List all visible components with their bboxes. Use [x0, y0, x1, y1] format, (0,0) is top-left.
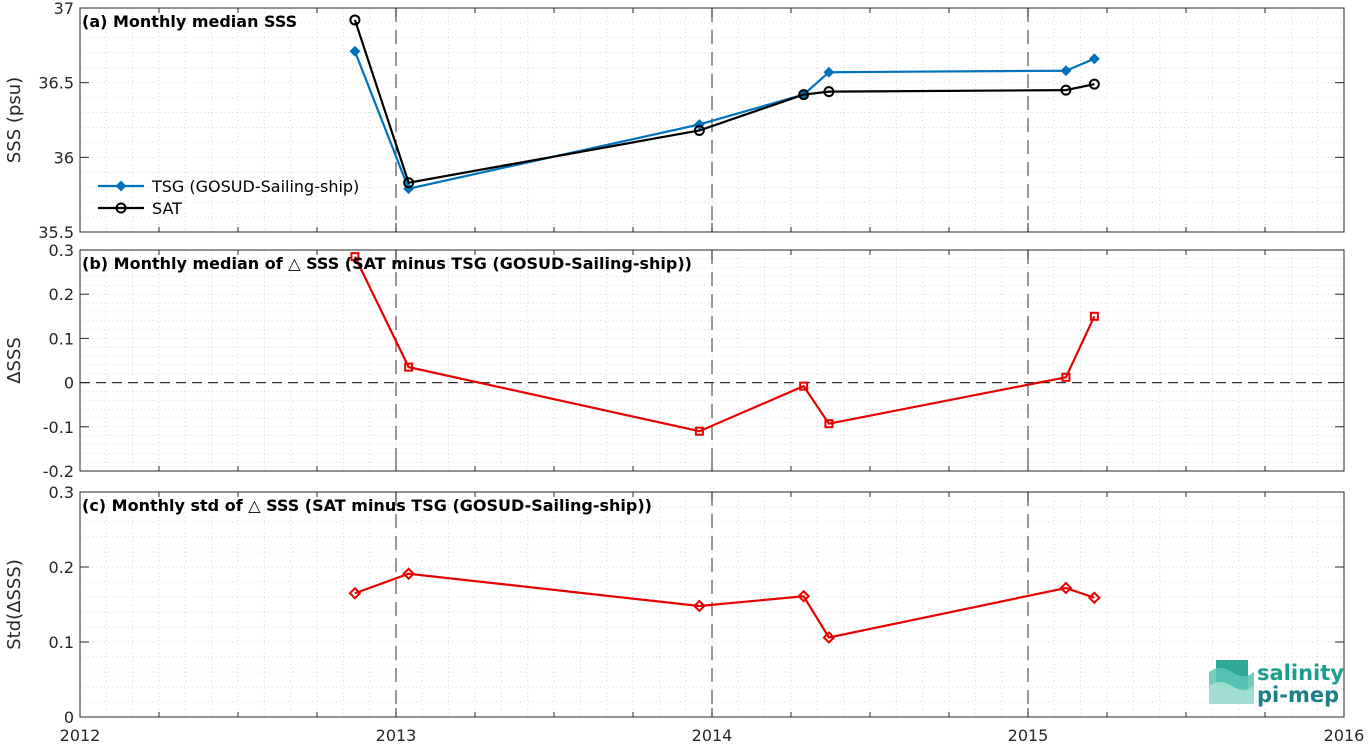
y-tick-label: 0.1: [49, 329, 74, 348]
data-point: [797, 589, 811, 603]
y-tick-label: 0: [64, 708, 74, 727]
axes-frame: [79, 7, 1345, 233]
data-point: [1088, 78, 1100, 90]
series-line-1: [348, 567, 1101, 644]
y-tick-label: 0.3: [49, 483, 74, 502]
data-point: [1089, 311, 1099, 321]
data-point: [1059, 581, 1073, 595]
x-tick-label: 2013: [376, 726, 417, 745]
legend-label-sat: SAT: [152, 199, 182, 218]
panel-title: (c) Monthly std of △ SSS (SAT minus TSG …: [82, 496, 652, 515]
y-tick-label: 0.2: [49, 558, 74, 577]
x-tick-label: 2016: [1324, 726, 1365, 745]
y-axis-label: ΔSSS: [4, 337, 25, 384]
y-tick-label: -0.1: [43, 418, 74, 437]
data-point: [1060, 65, 1072, 77]
data-point: [823, 66, 835, 78]
x-tick-label: 2014: [692, 726, 733, 745]
legend-marker-sat: [115, 202, 127, 214]
legend-marker-tsg: [115, 180, 127, 192]
data-point: [402, 567, 416, 581]
data-point: [799, 381, 809, 391]
panel-b-median-delta-sss: -0.2 -0.1 0 0.1 0.2 0.3 ΔSSS (b) Monthly median…: [4, 241, 1345, 481]
data-point: [692, 599, 706, 613]
data-point: [823, 86, 835, 98]
logo-text-pi-mep: pi-mep: [1257, 683, 1339, 707]
data-point: [1088, 53, 1100, 65]
axes-frame: [79, 491, 1345, 718]
logo-text-salinity: salinity: [1257, 661, 1344, 685]
panel-a-monthly-median-sss: 35.5 36 36.5 37 SSS (psu) (a) Monthly median …: [4, 0, 1345, 242]
data-point: [1061, 372, 1071, 382]
y-tick-label: 35.5: [38, 223, 74, 242]
y-tick-label: 36.5: [38, 74, 74, 93]
data-point: [798, 89, 810, 101]
data-point: [349, 45, 361, 57]
series-sat: [349, 14, 1100, 189]
data-point: [350, 252, 360, 262]
x-tick-label: 2015: [1008, 726, 1049, 745]
data-point: [1060, 84, 1072, 96]
y-axis-label: Std(ΔSSS): [4, 559, 25, 650]
y-axis-label: SSS (psu): [4, 77, 25, 163]
y-tick-label: 37: [54, 0, 74, 18]
axes-frame: [79, 249, 1345, 472]
series-line-1: [350, 252, 1099, 436]
y-tick-label: 0.2: [49, 285, 74, 304]
panel-title: (a) Monthly median SSS: [82, 12, 297, 31]
salinity-pi-mep-logo: salinity pi-mep: [1209, 660, 1344, 707]
data-point: [822, 631, 836, 644]
panel-title: (b) Monthly median of △ SSS (SAT minus T…: [82, 254, 692, 273]
data-point: [693, 124, 705, 136]
series-line: [353, 256, 1096, 433]
logo-wave-icon: [1209, 660, 1254, 704]
series-line: [353, 19, 1095, 184]
y-tick-label: 0.1: [49, 633, 74, 652]
legend: TSG (GOSUD-Sailing-ship) SAT: [98, 177, 359, 218]
y-tick-label: 0.3: [49, 241, 74, 260]
legend-label-tsg: TSG (GOSUD-Sailing-ship): [151, 177, 359, 196]
y-tick-label: 36: [54, 148, 74, 167]
data-point: [348, 586, 362, 600]
panel-c-std-delta-sss: 0 0.1 0.2 0.3 2012 2013 2014 2015 2016 Std(ΔSSS) (…: [4, 483, 1364, 745]
data-point: [824, 419, 834, 429]
y-tick-label: 0: [64, 374, 74, 393]
series-line: [354, 572, 1095, 639]
y-tick-label: -0.2: [43, 462, 74, 481]
data-point: [1087, 591, 1101, 605]
data-point: [349, 14, 361, 26]
data-point: [404, 362, 414, 372]
x-tick-label: 2012: [60, 726, 101, 745]
data-point: [403, 177, 415, 189]
data-point: [694, 426, 704, 436]
